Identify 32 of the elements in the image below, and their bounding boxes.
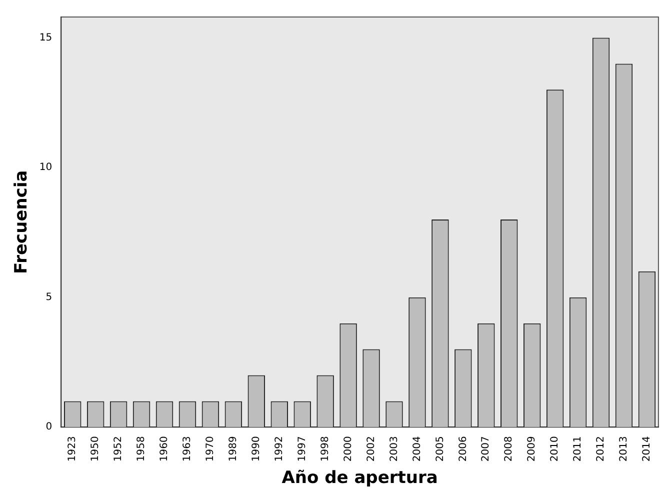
x-tick-label: 2011 (572, 436, 584, 462)
y-tick-label: 5 (46, 292, 52, 303)
x-tick-label: 2004 (412, 436, 423, 462)
x-tick-label: 1998 (320, 436, 331, 462)
y-axis-title: Frecuencia (12, 170, 32, 274)
x-tick-label: 1990 (250, 436, 262, 462)
x-tick-label: 1992 (274, 436, 285, 462)
x-tick-label: 2007 (480, 436, 492, 462)
x-tick-label: 2006 (458, 436, 469, 462)
x-tick-label: 1923 (67, 436, 78, 462)
x-tick-label: 2014 (642, 436, 653, 462)
x-tick-label: 1952 (113, 436, 124, 462)
x-tick-label: 2003 (388, 436, 400, 462)
x-tick-label: 1950 (90, 436, 102, 462)
y-tick-label: 15 (39, 32, 52, 44)
x-tick-label: 2000 (342, 436, 354, 462)
x-tick-label: 2012 (596, 436, 607, 462)
x-tick-label: 2002 (366, 436, 377, 462)
y-tick-label: 0 (46, 422, 52, 433)
y-tick-label: 10 (39, 162, 52, 174)
x-tick-label: 2013 (618, 436, 630, 462)
x-tick-label: 2005 (434, 436, 446, 462)
x-tick-label: 2010 (550, 436, 561, 462)
x-tick-label: 1970 (205, 436, 216, 462)
x-tick-label: 1997 (296, 436, 308, 462)
x-tick-label: 1989 (228, 436, 240, 462)
x-tick-label: 2008 (504, 436, 515, 462)
x-tick-label: 2009 (526, 436, 538, 462)
x-axis-title: Año de apertura (282, 468, 438, 488)
x-tick-label: 1960 (159, 436, 170, 462)
x-tick-label: 1963 (182, 436, 194, 462)
x-tick-label: 1958 (136, 436, 148, 462)
